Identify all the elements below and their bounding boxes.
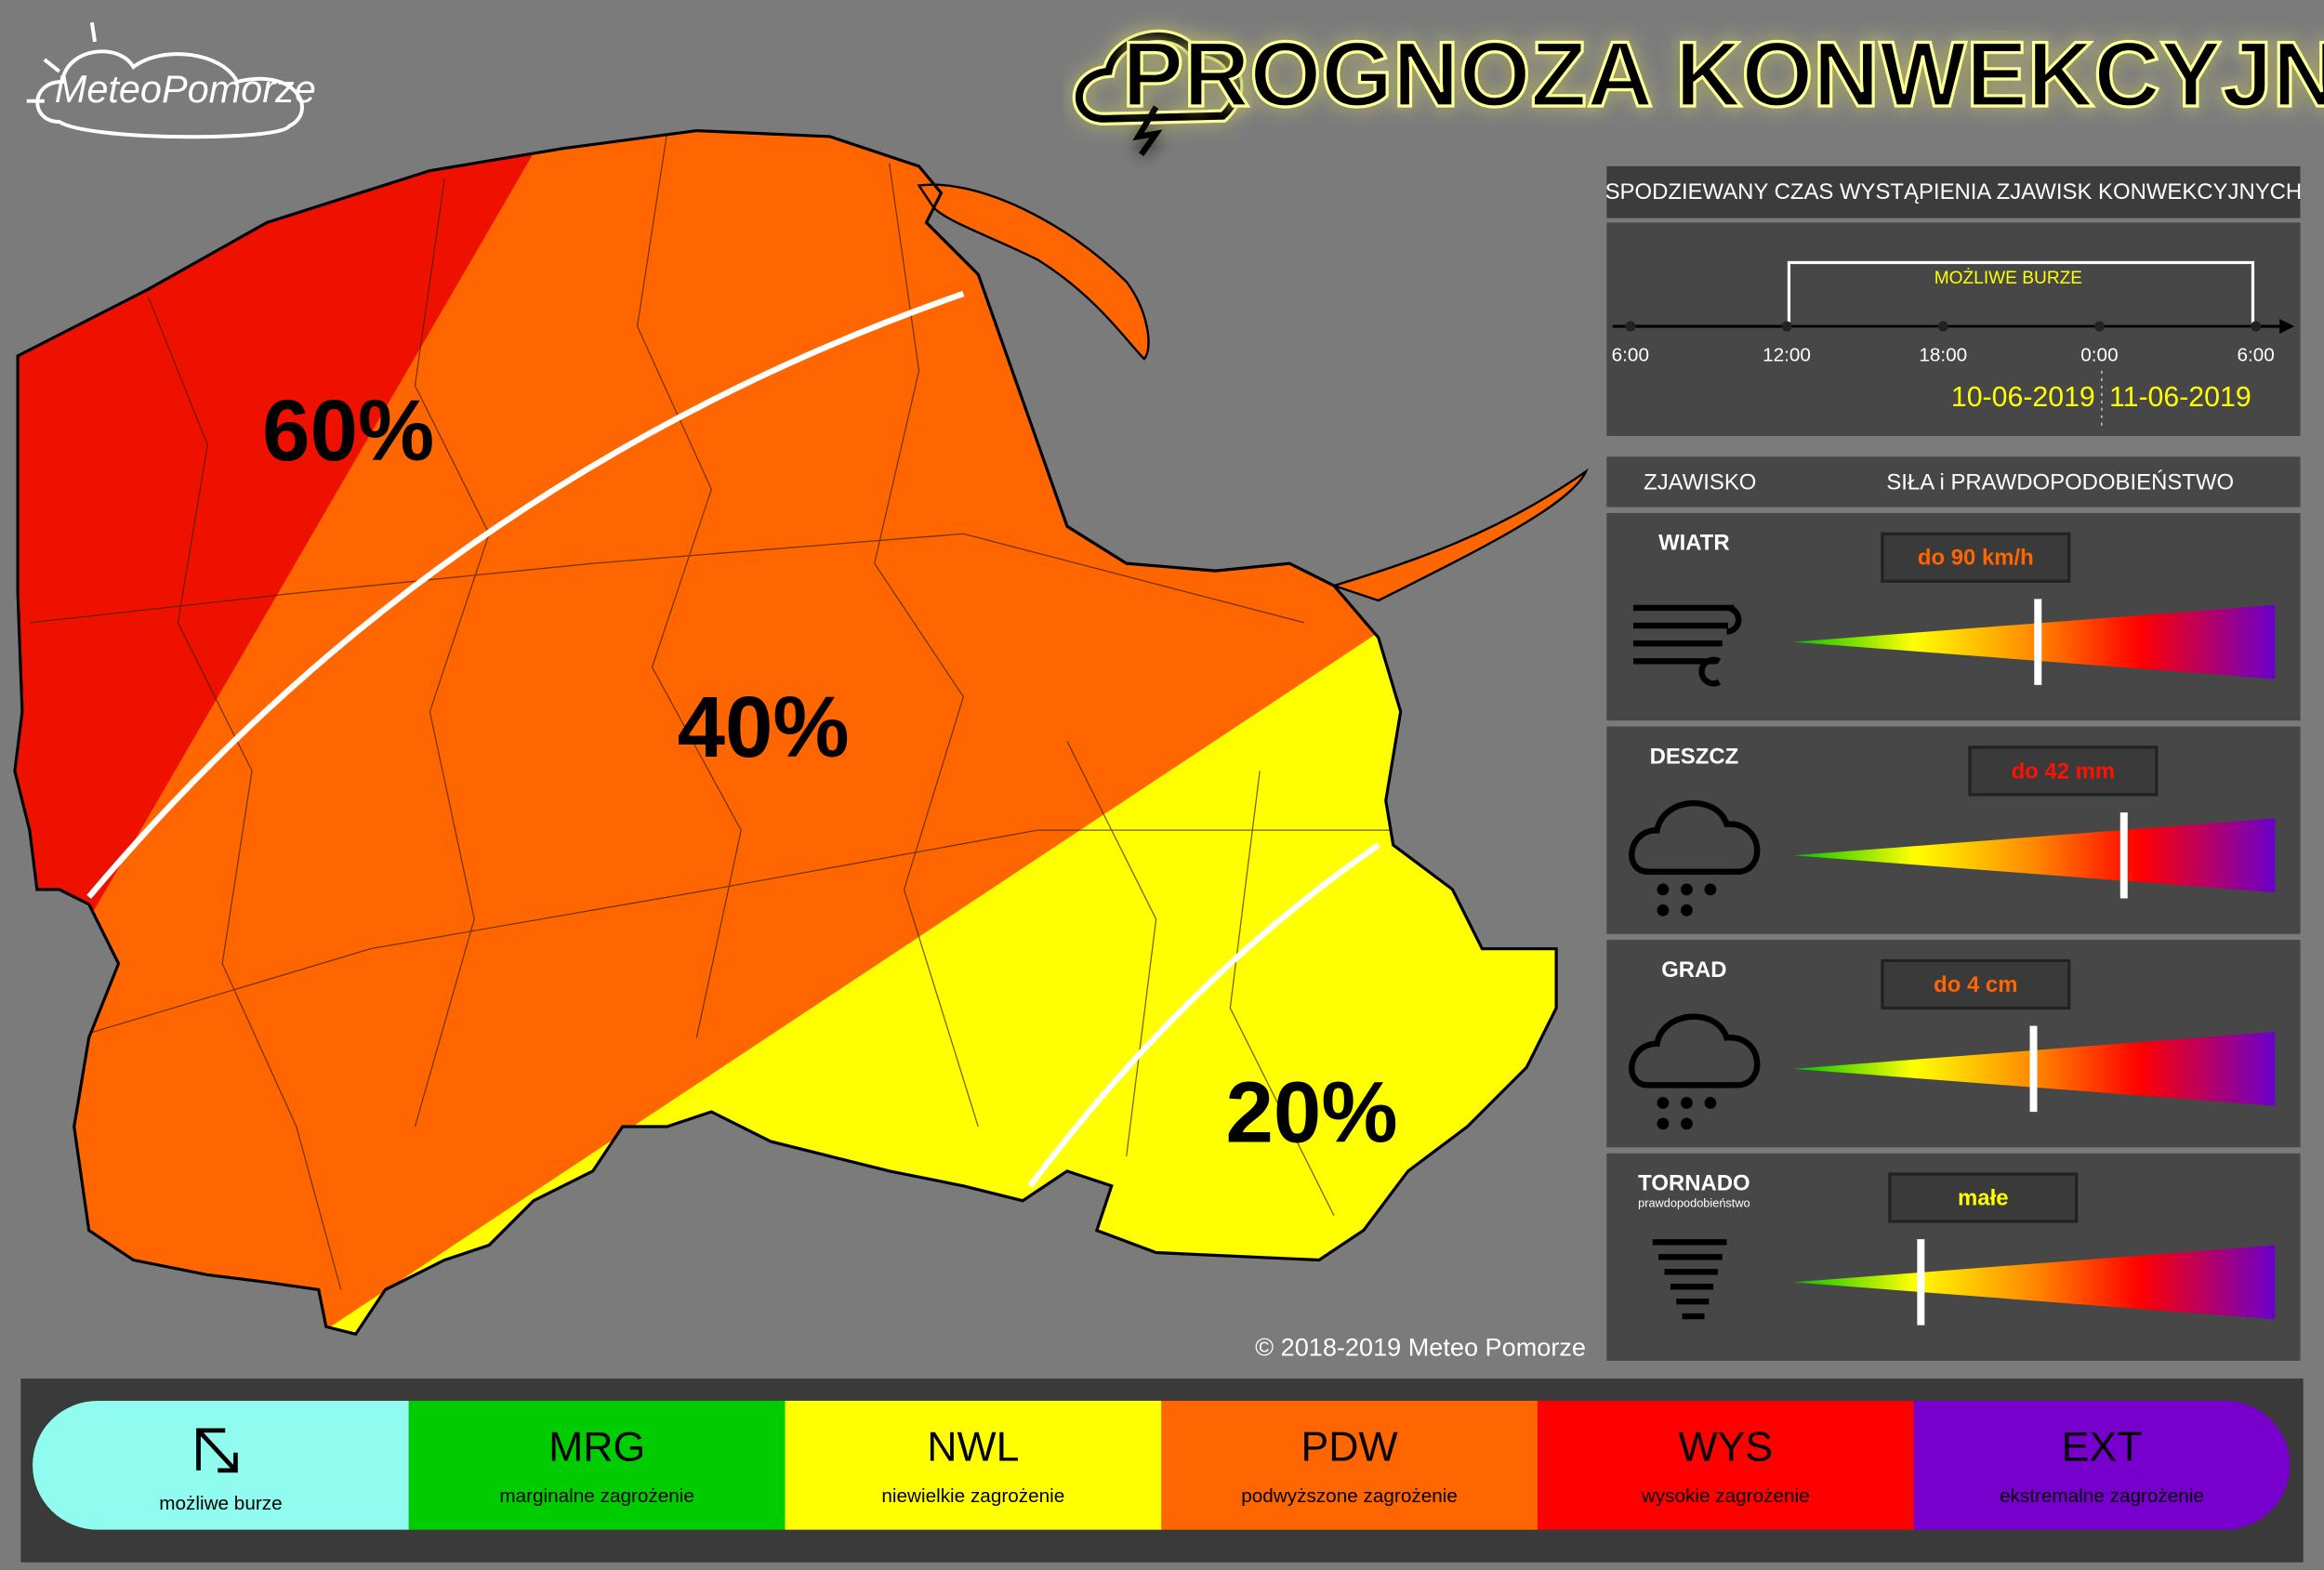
phenomenon-name: TORNADO (1638, 1171, 1750, 1196)
legend-label: ekstremalne zagrożenie (2000, 1485, 2204, 1507)
intensity-scale (1793, 818, 2276, 893)
phenomenon-icon (1629, 800, 1761, 917)
probability-label: 40% (678, 679, 850, 775)
phenomenon-icon (1633, 604, 1742, 687)
legend-code: EXT (2062, 1424, 2143, 1470)
legend-swatch (408, 1400, 786, 1530)
legend-label: wysokie zagrożenie (1641, 1485, 1810, 1507)
rain-drop (1681, 883, 1693, 896)
column-header: ZJAWISKO (1644, 469, 1756, 495)
storm-icon (196, 1428, 238, 1473)
time-dot (1781, 321, 1792, 332)
value-box (1888, 1172, 2079, 1223)
title-icon (1072, 29, 1244, 156)
phenomenon-value: do 90 km/h (1918, 546, 2034, 571)
legend-swatch (785, 1400, 1162, 1530)
intensity-scale (1793, 1245, 2276, 1320)
time-label: 0:00 (2080, 344, 2118, 365)
title: PROGNOZA KONWEKCYJNA (1122, 23, 2324, 125)
value-box (1881, 958, 2071, 1010)
panel-body (1606, 222, 2301, 437)
panel-header (1606, 165, 2301, 218)
cloud (1629, 1013, 1761, 1088)
date: 11-06-2019 (2109, 382, 2251, 413)
legend-swatch (33, 1400, 409, 1530)
phenomenon-name: DESZCZ (1650, 744, 1739, 769)
hel-peninsula (917, 183, 1150, 361)
logo (26, 21, 304, 139)
probability-label: 20% (1225, 1063, 1397, 1160)
legend-label: niewielkie zagrożenie (881, 1485, 1064, 1507)
timeline-panel: SPODZIEWANY CZAS WYSTĄPIENIA ZJAWISK KON… (1605, 165, 2303, 437)
phenomenon-value: do 42 mm (2012, 759, 2116, 784)
rain-drop (1657, 883, 1670, 896)
time-label: 6:00 (2237, 344, 2274, 365)
rain-drop (1704, 883, 1717, 896)
time-label: 12:00 (1763, 344, 1811, 365)
phenomena-panel: ZJAWISKO SIŁA i PRAWDOPODOBIEŃSTWO WIATR… (1606, 456, 2301, 1361)
legend-swatch (1537, 1400, 1915, 1530)
hailstone (1704, 1097, 1717, 1109)
legend-code: WYS (1678, 1424, 1773, 1470)
probability-line (1027, 842, 1380, 1188)
phenomenon-icon (1652, 1239, 1727, 1320)
legend-swatch (1161, 1400, 1538, 1530)
value-box (1968, 745, 2159, 797)
time-label: 18:00 (1919, 344, 1967, 365)
map-outline (13, 128, 1558, 1337)
map: 60% 40% 20% (13, 128, 1589, 1337)
legend-code: NWL (927, 1424, 1019, 1470)
hailstone (1681, 1097, 1693, 1109)
time-dot (1625, 321, 1636, 332)
wind-curl (1698, 604, 1742, 687)
hailstone (1657, 1097, 1670, 1109)
legend: możliwe burze MRG marginalne zagrożenie NWL… (20, 1379, 2304, 1563)
legend-code: MRG (548, 1424, 645, 1470)
time-dot (1937, 321, 1948, 332)
time-dot (2251, 321, 2262, 332)
time-label: 6:00 (1612, 344, 1649, 365)
value-box (1881, 532, 2071, 583)
phenomenon-icon (1629, 1013, 1761, 1130)
period-label: MOŻLIWE BURZE (1934, 269, 2082, 288)
legend-swatch (1913, 1400, 2291, 1530)
legend-code: PDW (1301, 1424, 1397, 1470)
probability-line (86, 290, 965, 899)
phenomenon-value: do 4 cm (1934, 972, 2017, 997)
phenomenon-note: prawdopodobieństwo (1638, 1195, 1750, 1209)
hailstone (1657, 1117, 1670, 1130)
county-borders (29, 133, 1393, 1290)
date: 10-06-2019 (1951, 382, 2095, 413)
probability-label: 60% (262, 382, 434, 479)
legend-label: podwyższone zagrożenie (1241, 1485, 1458, 1507)
axis-arrow (2279, 319, 2295, 335)
copyright: © 2018-2019 Meteo Pomorze (1255, 1332, 1586, 1361)
cloud (1629, 800, 1761, 875)
timeline-title: SPODZIEWANY CZAS WYSTĄPIENIA ZJAWISK KON… (1605, 179, 2303, 204)
phenomenon-name: WIATR (1658, 531, 1730, 556)
rain-drop (1681, 904, 1693, 917)
phenomenon-value: małe (1958, 1185, 2009, 1210)
legend-label: możliwe burze (159, 1493, 282, 1514)
hailstone (1681, 1117, 1693, 1130)
column-header: SIŁA i PRAWDOPODOBIEŃSTWO (1886, 469, 2234, 495)
time-dot (2093, 321, 2106, 332)
panel-header (1606, 456, 2301, 508)
brand: MeteoPomorze (55, 67, 316, 111)
legend-label: marginalne zagrożenie (499, 1485, 694, 1507)
phenomenon-name: GRAD (1661, 957, 1726, 983)
vistula-spit (1329, 468, 1589, 602)
rain-drop (1657, 904, 1670, 917)
